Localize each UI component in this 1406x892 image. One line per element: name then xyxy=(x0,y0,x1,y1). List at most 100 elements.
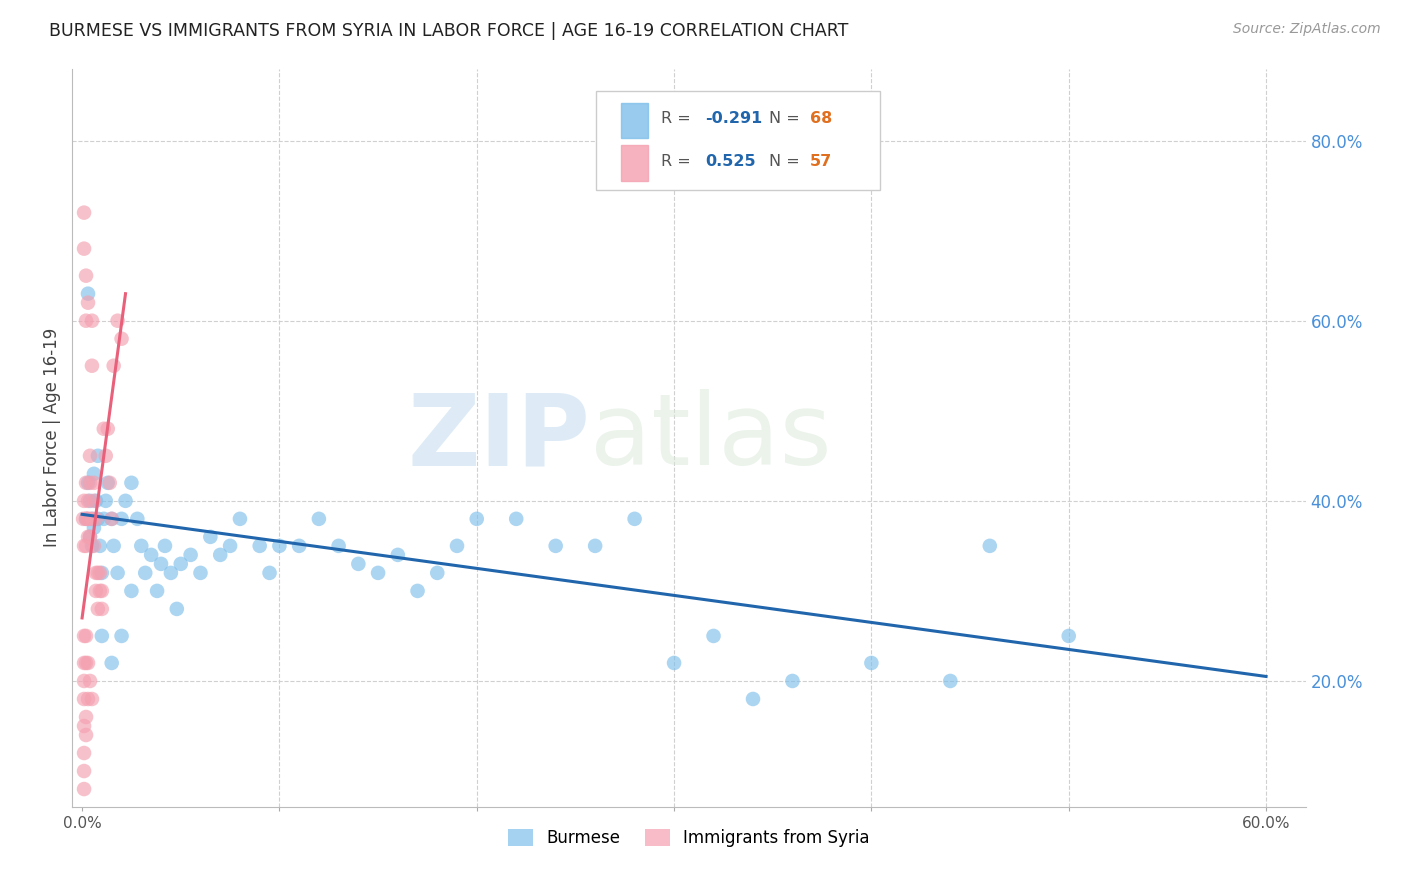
Point xyxy=(100,656,122,670)
Point xyxy=(200,530,222,544)
Text: atlas: atlas xyxy=(591,389,832,486)
Point xyxy=(75,268,97,283)
Text: -0.291: -0.291 xyxy=(704,112,762,127)
Point xyxy=(79,493,101,508)
Point xyxy=(80,692,103,706)
Point xyxy=(110,512,132,526)
Point xyxy=(79,530,101,544)
Y-axis label: In Labor Force | Age 16-19: In Labor Force | Age 16-19 xyxy=(44,328,60,548)
Point xyxy=(110,629,132,643)
Text: 0.525: 0.525 xyxy=(704,153,755,169)
Point xyxy=(623,512,645,526)
Point xyxy=(114,493,136,508)
Point xyxy=(83,539,105,553)
Point xyxy=(83,467,105,481)
Point xyxy=(73,242,96,256)
Point xyxy=(79,530,101,544)
Text: Source: ZipAtlas.com: Source: ZipAtlas.com xyxy=(1233,22,1381,37)
Point xyxy=(90,629,112,643)
Point xyxy=(75,475,97,490)
Point xyxy=(120,583,142,598)
Point xyxy=(77,512,100,526)
Point xyxy=(100,512,122,526)
Point xyxy=(83,475,105,490)
Point xyxy=(860,656,883,670)
Point xyxy=(939,673,962,688)
Point xyxy=(100,512,122,526)
Point xyxy=(90,602,112,616)
Point xyxy=(72,512,94,526)
Point xyxy=(120,475,142,490)
Text: BURMESE VS IMMIGRANTS FROM SYRIA IN LABOR FORCE | AGE 16-19 CORRELATION CHART: BURMESE VS IMMIGRANTS FROM SYRIA IN LABO… xyxy=(49,22,849,40)
Point xyxy=(782,673,804,688)
Point xyxy=(97,422,120,436)
Point xyxy=(83,493,105,508)
Point xyxy=(269,539,291,553)
Point xyxy=(84,493,107,508)
Point xyxy=(150,557,173,571)
Bar xyxy=(621,103,648,138)
Point xyxy=(80,512,103,526)
Point xyxy=(94,449,117,463)
Point xyxy=(107,566,129,580)
Point xyxy=(80,359,103,373)
Point xyxy=(77,286,100,301)
Text: N =: N = xyxy=(769,153,804,169)
Point xyxy=(308,512,330,526)
Point xyxy=(219,539,242,553)
Point xyxy=(141,548,163,562)
Point xyxy=(73,656,96,670)
Point xyxy=(93,512,115,526)
Point xyxy=(89,566,111,580)
Point xyxy=(249,539,271,553)
Point xyxy=(89,583,111,598)
Point xyxy=(73,764,96,778)
Point xyxy=(77,512,100,526)
Point xyxy=(87,512,110,526)
Point xyxy=(87,602,110,616)
Text: 57: 57 xyxy=(810,153,832,169)
Point xyxy=(73,629,96,643)
Point xyxy=(77,493,100,508)
Point xyxy=(103,539,125,553)
Point xyxy=(209,548,232,562)
Point xyxy=(75,710,97,724)
Point xyxy=(446,539,468,553)
Point xyxy=(180,548,202,562)
Point xyxy=(367,566,389,580)
Point xyxy=(347,557,370,571)
Point xyxy=(73,205,96,219)
Point xyxy=(544,539,567,553)
Point xyxy=(702,629,724,643)
Point xyxy=(259,566,281,580)
Point xyxy=(93,422,115,436)
Point xyxy=(110,332,132,346)
Point xyxy=(465,512,488,526)
Point xyxy=(129,539,152,553)
Point xyxy=(90,583,112,598)
Point xyxy=(75,728,97,742)
Point xyxy=(134,566,156,580)
Point xyxy=(979,539,1001,553)
Text: N =: N = xyxy=(769,112,804,127)
Point xyxy=(79,673,101,688)
Point xyxy=(79,449,101,463)
Point xyxy=(73,493,96,508)
Point xyxy=(80,539,103,553)
Point xyxy=(73,692,96,706)
Point xyxy=(90,566,112,580)
Point xyxy=(406,583,429,598)
Point xyxy=(98,475,121,490)
Point xyxy=(84,512,107,526)
Point xyxy=(146,583,169,598)
Point xyxy=(75,512,97,526)
Point xyxy=(77,656,100,670)
Point xyxy=(229,512,252,526)
Point xyxy=(79,475,101,490)
Point xyxy=(73,719,96,733)
Point xyxy=(75,539,97,553)
Point xyxy=(97,475,120,490)
Text: ZIP: ZIP xyxy=(408,389,591,486)
Point xyxy=(73,782,96,797)
Point xyxy=(73,673,96,688)
